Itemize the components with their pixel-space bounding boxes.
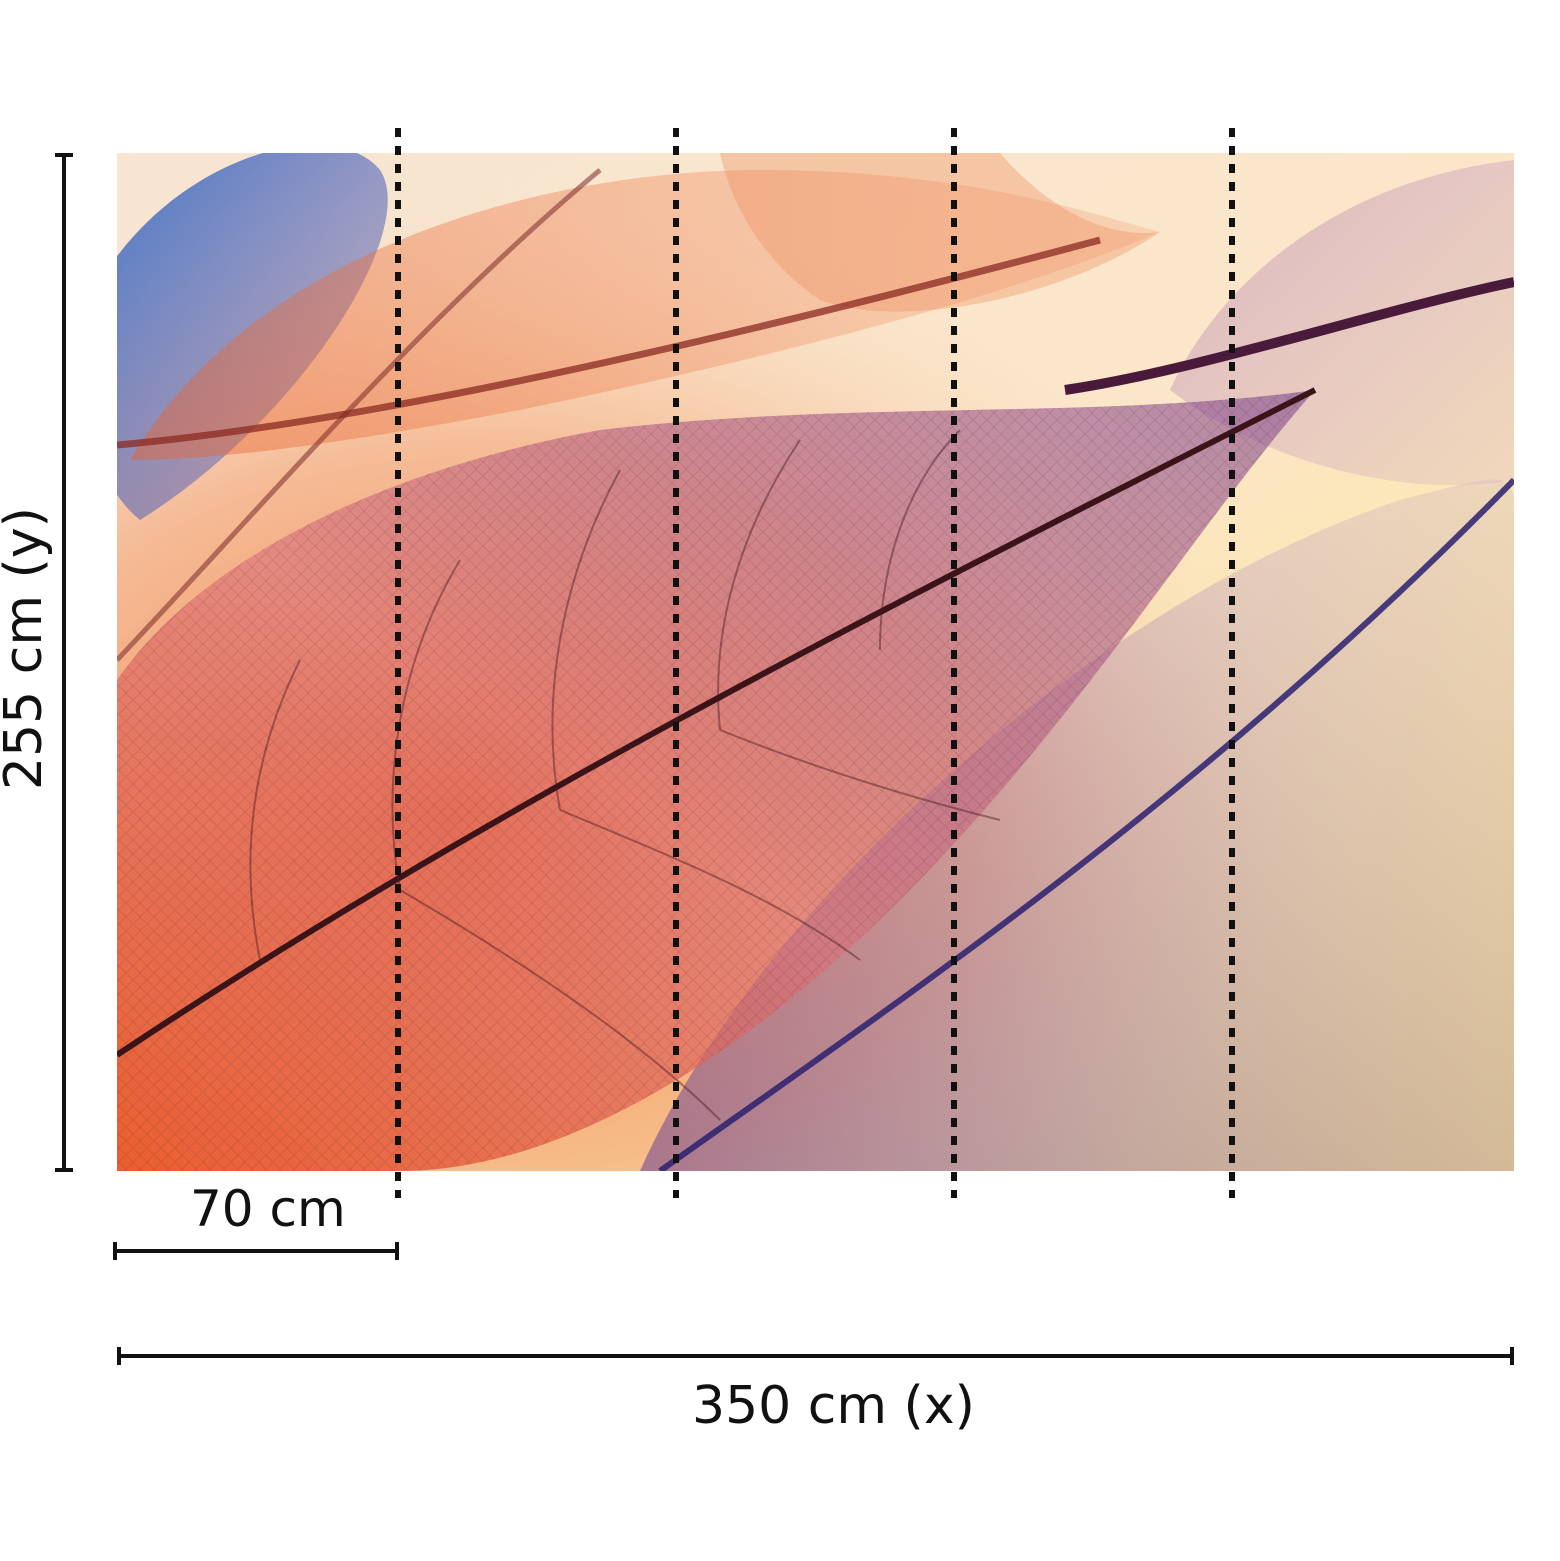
- total-width-dimension-line: [117, 1347, 1514, 1365]
- height-label: 255 cm (y): [0, 507, 54, 790]
- height-dimension-line: [55, 153, 73, 1172]
- panel-width-dimension-line: [113, 1242, 399, 1260]
- total-width-label: 350 cm (x): [692, 1376, 975, 1436]
- panel-width-label: 70 cm: [190, 1180, 346, 1238]
- leaf-photo: [117, 153, 1514, 1171]
